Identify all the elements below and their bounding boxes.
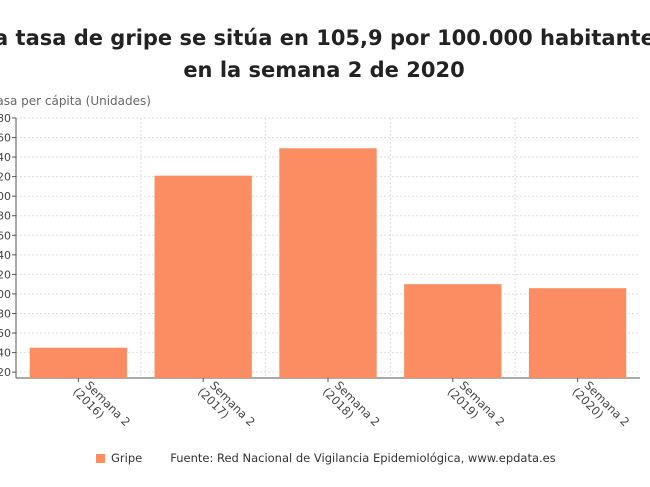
- x-tick-label: Semana 2(2020): [569, 375, 632, 438]
- legend: Gripe Fuente: Red Nacional de Vigilancia…: [96, 451, 556, 465]
- bar: [528, 288, 627, 378]
- bar: [154, 175, 252, 378]
- y-tick-label: 200: [0, 190, 11, 203]
- y-tick-label: 280: [0, 112, 11, 125]
- y-tick-label: 260: [0, 132, 11, 145]
- source-note: Fuente: Red Nacional de Vigilancia Epide…: [170, 451, 556, 465]
- y-tick-label: 100: [0, 288, 11, 301]
- legend-label: Gripe: [111, 451, 143, 465]
- y-tick-label: 80: [0, 307, 11, 320]
- y-tick-label: 20: [0, 366, 11, 379]
- y-tick-label: 180: [0, 210, 11, 223]
- y-tick-label: 60: [0, 327, 11, 340]
- x-tick-label: Semana 2(2019): [445, 375, 508, 438]
- chart-title: La tasa de gripe se sitúa en 105,9 por 1…: [0, 26, 650, 82]
- y-tick-label: 140: [0, 249, 11, 262]
- y-tick-label: 240: [0, 151, 11, 164]
- x-tick-label: Semana 2(2016): [70, 375, 133, 438]
- y-tick-label: 120: [0, 268, 11, 281]
- y-tick-label: 40: [0, 347, 11, 360]
- x-tick-label: Semana 2(2018): [320, 375, 383, 438]
- bar: [29, 347, 128, 378]
- y-tick-label: 160: [0, 229, 11, 242]
- bar: [279, 148, 377, 378]
- y-axis-label: Tasa per cápita (Unidades): [0, 94, 151, 108]
- x-tick-label: Semana 2(2017): [195, 375, 258, 438]
- bar: [404, 284, 502, 378]
- y-tick-label: 220: [0, 171, 11, 184]
- legend-swatch: [96, 453, 105, 463]
